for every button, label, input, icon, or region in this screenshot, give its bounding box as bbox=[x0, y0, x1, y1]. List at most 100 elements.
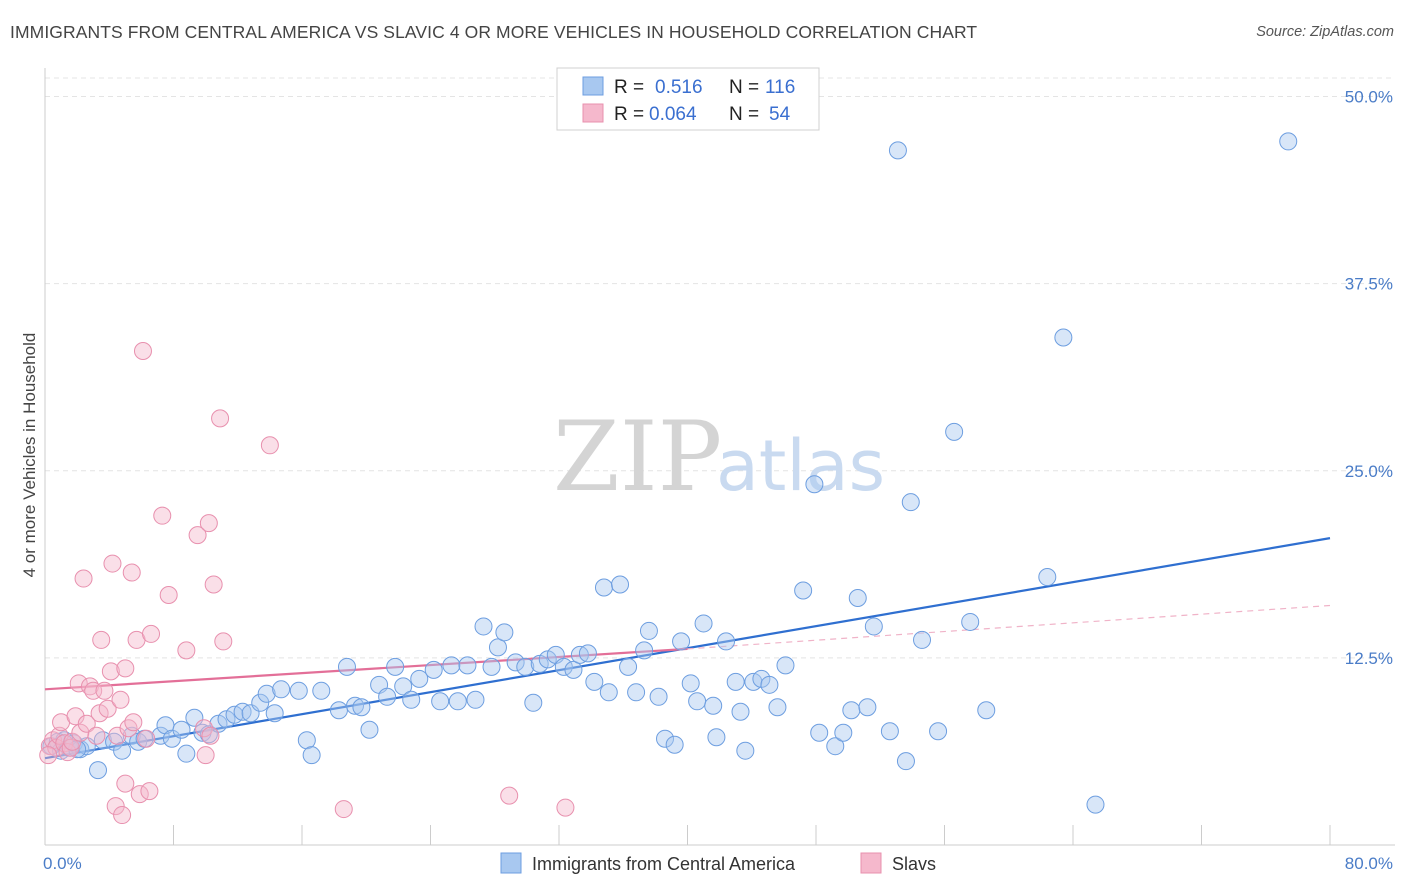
immigrants-point bbox=[442, 656, 461, 675]
axes bbox=[44, 68, 1395, 846]
immigrants-point bbox=[89, 761, 108, 780]
grid-lines bbox=[45, 77, 1395, 659]
trend-line-immigrants bbox=[44, 537, 1331, 760]
x-tick-label-max: 80.0% bbox=[1345, 854, 1393, 873]
slavs-point bbox=[122, 563, 141, 582]
slavs-point bbox=[39, 746, 58, 765]
immigrants-point bbox=[360, 720, 379, 739]
legend-r-label-2: R = bbox=[614, 104, 644, 125]
immigrants-point bbox=[913, 630, 932, 649]
immigrants-point bbox=[346, 696, 365, 715]
bottom-legend-swatch-immigrants bbox=[500, 852, 522, 874]
slavs-point bbox=[204, 575, 223, 594]
immigrants-point bbox=[880, 722, 899, 741]
slavs-point bbox=[106, 797, 125, 816]
immigrants-point bbox=[672, 632, 691, 651]
immigrants-point bbox=[410, 669, 429, 688]
immigrants-point bbox=[794, 581, 813, 600]
legend-n-label-2: N = bbox=[729, 104, 759, 125]
immigrants-point bbox=[688, 692, 707, 711]
immigrants-point bbox=[599, 683, 618, 702]
immigrants-point bbox=[627, 683, 646, 702]
immigrants-point bbox=[506, 653, 525, 672]
immigrants-point bbox=[649, 687, 668, 706]
immigrants-point bbox=[656, 729, 675, 748]
legend-n-label-1: N = bbox=[729, 77, 759, 98]
immigrants-point bbox=[1038, 568, 1057, 587]
immigrants-point bbox=[554, 657, 573, 676]
immigrants-point bbox=[431, 692, 450, 711]
slavs-point bbox=[196, 746, 215, 765]
slavs-point bbox=[334, 800, 353, 819]
slavs-point bbox=[111, 690, 130, 709]
immigrants-point bbox=[162, 729, 181, 748]
slavs-point bbox=[140, 782, 159, 801]
slavs-point bbox=[119, 719, 138, 738]
immigrants-point bbox=[257, 684, 276, 703]
immigrants-point bbox=[977, 701, 996, 720]
immigrants-point bbox=[352, 698, 371, 717]
immigrants-point bbox=[707, 728, 726, 747]
immigrants-point bbox=[681, 674, 700, 693]
trend-line-slavs bbox=[44, 647, 688, 691]
watermark-zip: ZIP bbox=[553, 401, 722, 513]
immigrants-point bbox=[619, 657, 638, 676]
chart-source: Source: ZipAtlas.com bbox=[1256, 24, 1394, 40]
immigrants-point bbox=[639, 621, 658, 640]
slavs-point bbox=[69, 674, 88, 693]
y-tick-labels: 12.5% 25.0% 37.5% 50.0% bbox=[1345, 88, 1393, 668]
immigrants-point bbox=[736, 741, 755, 760]
legend-swatch-immigrants bbox=[582, 76, 604, 96]
slavs-point bbox=[77, 714, 96, 733]
slavs-point bbox=[159, 586, 178, 605]
immigrants-point bbox=[251, 693, 270, 712]
slavs-point bbox=[103, 554, 122, 573]
y-tick-label: 50.0% bbox=[1345, 88, 1393, 107]
slavs-point bbox=[61, 738, 80, 757]
slavs-point bbox=[211, 409, 230, 428]
immigrants-point bbox=[474, 617, 493, 636]
immigrants-point bbox=[858, 698, 877, 717]
immigrants-point bbox=[386, 657, 405, 676]
slavs-point bbox=[500, 786, 519, 805]
immigrants-point bbox=[1054, 328, 1073, 347]
immigrants-point bbox=[394, 677, 413, 696]
slavs-point bbox=[177, 641, 196, 660]
slavs-point bbox=[124, 713, 143, 732]
immigrants-point bbox=[776, 656, 795, 675]
immigrants-point bbox=[810, 723, 829, 742]
immigrants-point bbox=[448, 692, 467, 711]
immigrants-point bbox=[466, 690, 485, 709]
immigrants-point bbox=[495, 623, 514, 642]
immigrants-point bbox=[524, 693, 543, 712]
immigrants-point bbox=[378, 687, 397, 706]
immigrants-point bbox=[113, 741, 132, 760]
slavs-point bbox=[87, 726, 106, 745]
slavs-point bbox=[188, 526, 207, 545]
immigrants-point bbox=[482, 657, 501, 676]
immigrants-point bbox=[585, 672, 604, 691]
immigrants-point bbox=[578, 644, 597, 663]
immigrants-point bbox=[896, 752, 915, 771]
trend-line-slavs-extension bbox=[687, 604, 1331, 650]
y-tick-label: 12.5% bbox=[1345, 649, 1393, 668]
y-tick-label: 25.0% bbox=[1345, 462, 1393, 481]
slavs-point bbox=[74, 569, 93, 588]
slavs-point bbox=[133, 341, 152, 360]
immigrants-point bbox=[731, 702, 750, 721]
slavs-point bbox=[214, 632, 233, 651]
series-immigrants-points bbox=[42, 132, 1298, 814]
immigrants-point bbox=[488, 638, 507, 657]
immigrants-point bbox=[329, 701, 348, 720]
slavs-point bbox=[260, 436, 279, 455]
immigrants-point bbox=[694, 614, 713, 633]
slavs-point bbox=[142, 624, 161, 643]
immigrants-point bbox=[93, 731, 112, 750]
immigrants-point bbox=[402, 690, 421, 709]
slavs-point bbox=[98, 699, 117, 718]
slavs-point bbox=[556, 798, 575, 817]
legend-r-value-1: 0.516 bbox=[655, 77, 703, 98]
slavs-point bbox=[95, 681, 114, 700]
immigrants-point bbox=[151, 726, 170, 745]
y-axis-label: 4 or more Vehicles in Household bbox=[20, 333, 39, 578]
